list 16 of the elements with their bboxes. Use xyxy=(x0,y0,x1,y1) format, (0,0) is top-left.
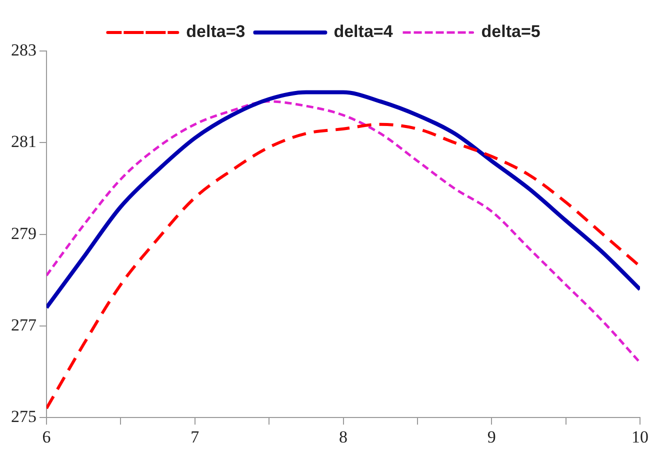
y-tick-label: 277 xyxy=(11,315,37,334)
y-tick-label: 283 xyxy=(11,40,36,60)
line-series xyxy=(46,122,640,410)
x-tick-label: 10 xyxy=(632,427,648,446)
x-tick-label: 9 xyxy=(487,427,496,446)
y-tick-label: 281 xyxy=(11,132,36,152)
legend-label: delta=5 xyxy=(481,22,540,42)
y-tick-label: 279 xyxy=(11,224,36,243)
legend-label: delta=3 xyxy=(186,22,246,42)
x-tick-label: 7 xyxy=(190,427,200,446)
x-tick-label: 6 xyxy=(42,427,51,446)
line-series xyxy=(46,90,640,310)
x-tick-label: 8 xyxy=(339,427,348,446)
line-series xyxy=(46,100,640,364)
y-tick-label: 275 xyxy=(11,407,36,426)
legend-label: delta=4 xyxy=(334,22,394,42)
